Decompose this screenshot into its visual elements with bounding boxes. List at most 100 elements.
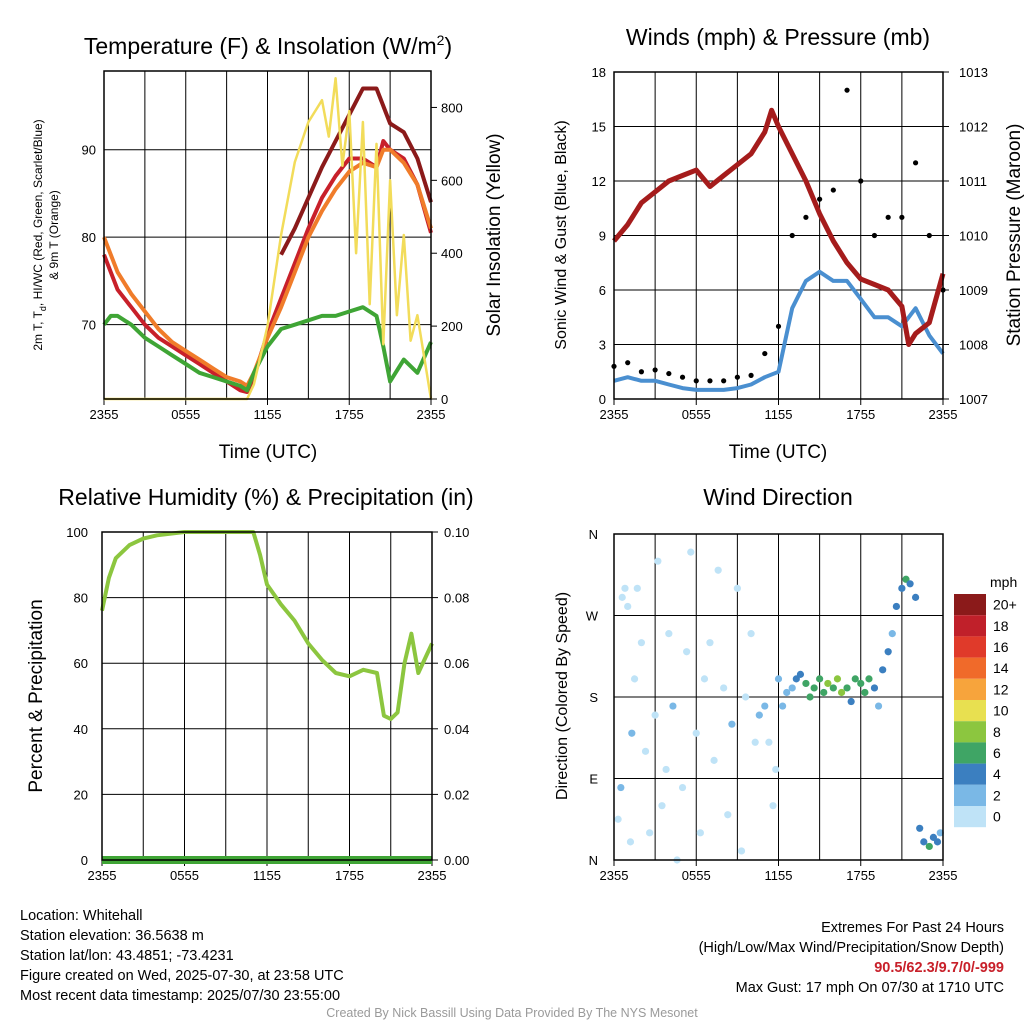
direction-point [870, 684, 879, 692]
direction-point [618, 593, 626, 601]
direction-point [906, 580, 914, 588]
direction-point [761, 702, 769, 710]
legend-swatch [954, 615, 986, 637]
gust-point [693, 378, 699, 384]
x-tick-label: 2355 [600, 407, 629, 422]
gust-point [734, 374, 740, 380]
direction-point [737, 847, 746, 855]
legend-label: 20+ [993, 597, 1017, 613]
chart-title: Temperature (F) & Insolation (W/m2) [84, 32, 452, 59]
y-tick-label-right: 0 [441, 392, 448, 407]
direction-point [898, 584, 906, 592]
winds-panel: 2355 0555 1155 1755 235503691215181007100810… [553, 24, 1024, 463]
direction-point [687, 548, 695, 556]
direction-point [779, 702, 787, 710]
direction-point [837, 688, 846, 697]
y-tick-label-right: 1011 [959, 174, 987, 189]
legend-label: 10 [993, 703, 1009, 719]
direction-point [833, 675, 842, 683]
legend-label: 6 [993, 745, 1001, 761]
direction-point [662, 765, 670, 774]
y-tick-label-left: 100 [66, 525, 88, 540]
y-axis-label-left: Sonic Wind & Gust (Blue, Black) [553, 120, 570, 349]
chart-title: Wind Direction [703, 484, 853, 510]
plot-frame [613, 71, 944, 400]
gust-point [858, 178, 864, 184]
direction-point [843, 684, 851, 692]
y-tick-label-left: 60 [74, 656, 88, 671]
latlon-text: Station lat/lon: 43.4851; -73.4231 [20, 948, 234, 964]
y-tick-label-right: 800 [441, 100, 463, 115]
y-tick-label-left: 80 [74, 591, 88, 606]
legend-label: 18 [993, 618, 1009, 634]
gust-point [748, 372, 754, 378]
y-tick-label-right: 0.00 [444, 853, 469, 868]
x-tick-label: 2355 [90, 407, 119, 422]
y-tick-label-left: 0 [599, 392, 606, 407]
direction-point [820, 688, 828, 697]
x-tick-label: 0555 [171, 407, 200, 422]
y-axis-label-right: Solar Insolation (Yellow) [484, 133, 505, 336]
gust-point [899, 214, 905, 220]
temperature-panel: 2355 0555 1155 1755 2355 70 80 90 0 200 400 600 800 T… [31, 32, 505, 463]
y-tick-label-right: 400 [441, 246, 463, 261]
y-tick-label-left: 40 [74, 722, 88, 737]
direction-point [651, 711, 659, 719]
direction-point [884, 648, 892, 656]
extremes-box: Extremes For Past 24 Hours (High/Low/Max… [699, 918, 1004, 998]
direction-point [772, 765, 780, 774]
direction-point [692, 729, 700, 737]
x-tick-label: 0555 [170, 868, 199, 883]
gust-point [666, 370, 672, 377]
legend-swatch [954, 806, 986, 828]
legend-swatch [954, 657, 986, 679]
y-tick-label-left: N [589, 527, 598, 542]
direction-point [733, 584, 741, 592]
direction-point [720, 684, 728, 692]
direction-point [920, 838, 928, 846]
x-tick-label: 0555 [682, 407, 711, 422]
direction-point [630, 675, 639, 683]
x-tick-label: 1155 [765, 407, 793, 422]
direction-point [700, 675, 709, 683]
y-tick-label-right: 1012 [959, 120, 988, 135]
y-axis-label-left: Direction (Colored By Speed) [554, 592, 571, 800]
direction-point [806, 693, 814, 701]
y-tick-label-right: 0.10 [444, 525, 469, 540]
y-tick-label-left: 3 [599, 338, 606, 353]
gust-point [830, 187, 836, 193]
x-tick-label: 0555 [682, 868, 711, 883]
y-tick-label-right: 600 [441, 173, 463, 188]
chart-title: Relative Humidity (%) & Precipitation (i… [58, 484, 473, 510]
y-tick-label-left: 18 [592, 65, 606, 80]
x-tick-label: 1155 [765, 868, 793, 883]
extremes-title: Extremes For Past 24 Hours [821, 920, 1004, 936]
direction-point [658, 802, 666, 810]
y-tick-label-right: 0.08 [444, 591, 469, 606]
location-text: Location: Whitehall [20, 908, 143, 924]
series-line [104, 77, 433, 401]
y-axis-label-right: Station Pressure (Maroon) [1004, 124, 1024, 347]
legend-swatch [954, 742, 986, 764]
direction-point [861, 688, 869, 697]
x-tick-label: 1755 [846, 407, 875, 422]
y-tick-label-right: 200 [441, 319, 463, 334]
gust-point [789, 232, 795, 239]
gust-point [885, 214, 891, 220]
y-tick-label-right: 0.06 [444, 656, 469, 671]
x-tick-label: 2355 [929, 868, 958, 883]
direction-point [916, 824, 924, 832]
series-line [279, 86, 433, 256]
x-tick-label: 1755 [846, 868, 875, 883]
gust-point [871, 232, 878, 239]
direction-point [665, 630, 673, 638]
legend-swatch [954, 594, 986, 616]
legend-label: 12 [993, 681, 1009, 697]
direction-point [714, 566, 722, 574]
legend-label: 2 [993, 787, 1001, 803]
y-tick-label-left: 20 [74, 787, 88, 802]
y-axis-label-left-line2: & 9m T (Orange) [47, 190, 61, 280]
direction-point [911, 593, 920, 601]
y-tick-label-left: W [586, 609, 599, 624]
